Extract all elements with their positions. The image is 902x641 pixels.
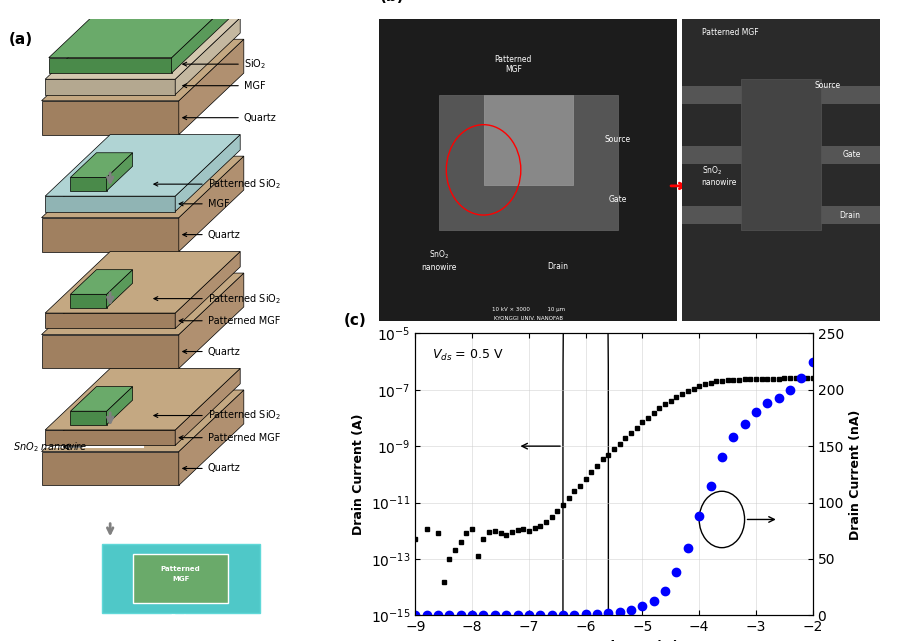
Polygon shape (438, 94, 617, 230)
Polygon shape (175, 18, 240, 95)
Polygon shape (179, 390, 244, 485)
Text: Quartz: Quartz (182, 229, 240, 240)
Polygon shape (45, 313, 175, 328)
Text: Quartz: Quartz (182, 347, 240, 356)
Polygon shape (45, 79, 175, 95)
Polygon shape (106, 270, 133, 308)
Text: Source: Source (814, 81, 840, 90)
Text: Patterned MGF: Patterned MGF (701, 28, 758, 37)
Polygon shape (45, 369, 240, 430)
Text: Patterned SiO$_2$: Patterned SiO$_2$ (153, 408, 281, 422)
Polygon shape (175, 369, 240, 445)
Polygon shape (179, 39, 244, 135)
Polygon shape (41, 218, 179, 251)
Y-axis label: Drain Current (A): Drain Current (A) (352, 413, 365, 535)
Text: Quartz: Quartz (182, 463, 240, 474)
Polygon shape (70, 153, 133, 178)
Polygon shape (70, 178, 106, 191)
Text: $V_{ds}$ = 0.5 V: $V_{ds}$ = 0.5 V (432, 348, 503, 363)
Text: Quartz: Quartz (182, 113, 276, 122)
Text: 10 kV × 3000          10 μm: 10 kV × 3000 10 μm (492, 308, 564, 312)
Polygon shape (49, 58, 171, 73)
Polygon shape (179, 156, 244, 251)
Text: Source: Source (168, 534, 193, 544)
Text: SnO$_2$
nanowire: SnO$_2$ nanowire (420, 249, 456, 272)
Polygon shape (70, 270, 133, 294)
Text: Gate: Gate (291, 574, 309, 583)
Text: (a): (a) (9, 31, 33, 47)
Text: (c): (c) (344, 313, 366, 328)
Bar (741, 79, 820, 230)
Polygon shape (45, 430, 175, 445)
Polygon shape (41, 101, 179, 135)
Text: Patterned MGF: Patterned MGF (179, 316, 280, 326)
Text: Gate: Gate (608, 196, 626, 204)
Text: KYONGGI UNIV. NANOFAB: KYONGGI UNIV. NANOFAB (493, 317, 562, 322)
Bar (483, 94, 572, 185)
Text: Patterned MGF: Patterned MGF (179, 433, 280, 443)
Text: Source: Source (604, 135, 630, 144)
Text: Gate: Gate (842, 150, 860, 160)
Text: Drain: Drain (547, 262, 568, 271)
Text: Drain: Drain (839, 210, 860, 220)
Polygon shape (101, 544, 260, 613)
X-axis label: Gate Voltage (V): Gate Voltage (V) (548, 640, 678, 641)
Polygon shape (45, 18, 240, 79)
Bar (681, 146, 879, 164)
Text: Patterned SiO$_2$: Patterned SiO$_2$ (153, 178, 281, 191)
Text: MGF: MGF (171, 576, 189, 581)
Polygon shape (70, 387, 133, 412)
Polygon shape (41, 156, 244, 218)
Polygon shape (70, 294, 106, 308)
Polygon shape (175, 251, 240, 328)
Text: MGF: MGF (182, 81, 265, 90)
Polygon shape (41, 451, 179, 485)
Polygon shape (41, 39, 244, 101)
Text: (b): (b) (379, 0, 403, 4)
Bar (681, 85, 879, 104)
Text: Patterned
MGF: Patterned MGF (494, 54, 531, 74)
Polygon shape (41, 390, 244, 451)
Text: Patterned SiO$_2$: Patterned SiO$_2$ (153, 292, 281, 306)
Text: SiO$_2$: SiO$_2$ (182, 57, 266, 71)
Polygon shape (45, 196, 175, 212)
Polygon shape (179, 273, 244, 369)
Text: MGF: MGF (179, 199, 229, 209)
Polygon shape (106, 153, 133, 191)
Polygon shape (49, 0, 236, 58)
Polygon shape (106, 387, 133, 425)
Polygon shape (45, 135, 240, 196)
Polygon shape (45, 251, 240, 313)
Y-axis label: Drain Current (nA): Drain Current (nA) (849, 409, 861, 540)
Polygon shape (175, 135, 240, 212)
Text: SnO$_2$
nanowire: SnO$_2$ nanowire (29, 570, 61, 587)
Text: Patterned: Patterned (161, 565, 200, 572)
Polygon shape (171, 0, 236, 73)
Text: Drain: Drain (170, 613, 191, 623)
Polygon shape (70, 412, 106, 425)
Polygon shape (41, 273, 244, 335)
Text: SnO$_2$ nanowire: SnO$_2$ nanowire (13, 440, 87, 454)
Text: SnO$_2$
nanowire: SnO$_2$ nanowire (701, 165, 736, 187)
Polygon shape (133, 554, 227, 603)
Polygon shape (41, 335, 179, 369)
Bar (681, 206, 879, 224)
